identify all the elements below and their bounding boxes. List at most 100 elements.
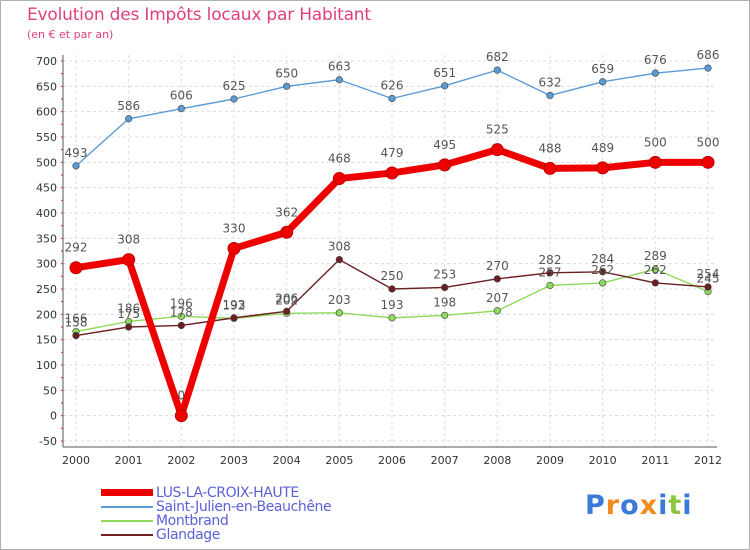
data-label: 659 [591, 62, 614, 76]
proxiti-logo: Proxiti [585, 490, 693, 521]
data-point [177, 105, 185, 113]
data-label: 308 [328, 240, 351, 254]
data-point [72, 332, 80, 340]
data-label: 586 [117, 99, 140, 113]
legend-swatch [101, 520, 153, 522]
data-point [441, 283, 449, 292]
data-label: 493 [65, 146, 88, 160]
data-label: 253 [433, 267, 456, 281]
data-point [704, 64, 712, 72]
data-point [441, 311, 449, 319]
logo-letter: P [585, 490, 606, 521]
data-label: 196 [170, 296, 193, 310]
y-tick-label: -50 [39, 435, 57, 448]
data-point [701, 155, 715, 169]
y-tick-label: 700 [36, 55, 57, 68]
data-point [332, 172, 346, 186]
data-label: 362 [275, 205, 298, 219]
data-label: 651 [433, 66, 456, 80]
x-tick-label: 2001 [115, 454, 143, 467]
series-lines [69, 64, 715, 423]
x-tick-label: 2002 [167, 454, 195, 467]
data-point [490, 143, 504, 157]
data-label: 262 [591, 263, 614, 277]
data-label: 206 [275, 291, 298, 305]
data-label: 0 [178, 389, 186, 403]
data-label: 495 [433, 138, 456, 152]
data-point [546, 269, 554, 277]
data-point [599, 279, 607, 287]
legend-label: Montbrand [156, 513, 229, 529]
legend-swatch [101, 489, 153, 496]
y-tick-label: 300 [36, 258, 57, 271]
data-point [704, 283, 712, 291]
chart-title: Evolution des Impôts locaux par Habitant [27, 5, 371, 25]
y-tick-label: 250 [36, 283, 57, 296]
data-label: 270 [486, 259, 509, 273]
data-label: 202 [275, 293, 298, 307]
data-point [599, 78, 607, 86]
data-point [335, 76, 343, 84]
data-point [227, 241, 241, 255]
x-tick-label: 2005 [325, 454, 353, 467]
y-tick-label: 350 [36, 232, 57, 245]
logo-letter: i [658, 490, 669, 521]
x-tick-label: 2012 [694, 454, 722, 467]
data-point [388, 94, 396, 103]
data-label: 193 [223, 298, 246, 312]
data-label: 632 [539, 75, 562, 89]
x-tick-label: 2003 [220, 454, 248, 467]
data-label: 203 [328, 293, 351, 307]
data-label: 282 [539, 253, 562, 267]
data-label: 330 [223, 221, 246, 235]
data-point [438, 158, 452, 172]
data-point [651, 279, 659, 287]
y-tick-label: 450 [36, 182, 57, 195]
data-label: 207 [486, 291, 509, 305]
y-tick-label: 200 [36, 308, 57, 321]
data-point [122, 253, 136, 267]
data-label: 254 [697, 267, 720, 281]
data-point [493, 307, 501, 315]
data-label: 198 [433, 295, 456, 309]
y-tick-label: 100 [36, 359, 57, 372]
data-label: 489 [591, 141, 614, 155]
data-label: 479 [381, 146, 404, 160]
data-label: 525 [486, 123, 509, 137]
y-tick-label: 500 [36, 156, 57, 169]
data-label: 166 [65, 312, 88, 326]
legend-swatch [101, 534, 153, 536]
data-label: 186 [117, 301, 140, 315]
data-point [335, 256, 343, 264]
data-point [648, 155, 662, 169]
data-label: 192 [223, 298, 246, 312]
data-label: 500 [697, 135, 720, 149]
axes: -50 0 50 100 150 200 250 300 350 400 450 500 550 600 6… [36, 55, 722, 467]
logo-letter: r [605, 490, 621, 521]
x-tick-label: 2010 [589, 454, 617, 467]
data-point [388, 314, 396, 322]
logo-letter: t [668, 490, 683, 521]
logo-letter: x [639, 490, 659, 521]
data-point [283, 307, 291, 315]
data-point [230, 95, 238, 103]
y-tick-label: 400 [36, 207, 57, 220]
data-label: 676 [644, 53, 667, 67]
data-label: 682 [486, 50, 509, 64]
data-point [280, 225, 294, 239]
x-tick-label: 2006 [378, 454, 406, 467]
logo-letter: i [682, 490, 693, 521]
data-point [230, 314, 238, 322]
data-point [125, 115, 133, 123]
x-tick-label: 2011 [641, 454, 669, 467]
data-label: 193 [381, 298, 404, 312]
data-point [651, 265, 659, 273]
data-label: 262 [644, 263, 667, 277]
data-point [651, 69, 659, 77]
legend-label: LUS-LA-CROIX-HAUTE [156, 485, 299, 501]
data-point [385, 166, 399, 180]
data-label: 500 [644, 135, 667, 149]
grid-lines [63, 55, 717, 447]
data-label: 175 [117, 307, 140, 321]
